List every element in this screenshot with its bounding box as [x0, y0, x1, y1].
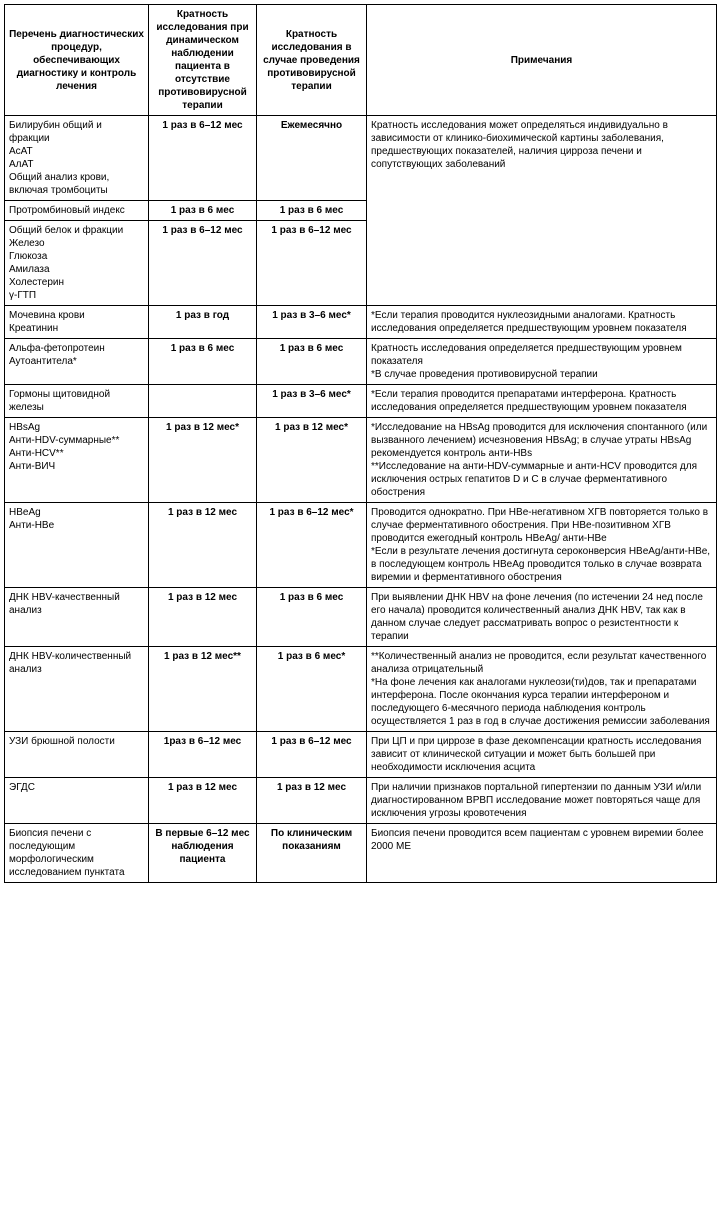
cell-notes: При ЦП и при циррозе в фазе декомпенсаци…: [367, 732, 717, 778]
cell-procedure: Протромбиновый индекс: [5, 201, 149, 221]
cell-freq-therapy: 1 раз в 6 мес: [257, 201, 367, 221]
cell-procedure: HBsAg Анти-HDV-суммарные** Анти-HCV** Ан…: [5, 418, 149, 503]
header-no-therapy: Кратность исследования при динамическом …: [149, 5, 257, 116]
cell-freq-no-therapy: 1 раз в 12 мес**: [149, 647, 257, 732]
cell-notes: При наличии признаков портальной гиперте…: [367, 778, 717, 824]
cell-freq-no-therapy: 1 раз в 12 мес*: [149, 418, 257, 503]
cell-procedure: ДНК HBV-количественный анализ: [5, 647, 149, 732]
cell-notes: Кратность исследования может определятьс…: [367, 116, 717, 306]
table-row: Билирубин общий и фракции АсАТ АлАТ Общи…: [5, 116, 717, 201]
cell-freq-no-therapy: [149, 385, 257, 418]
cell-freq-no-therapy: 1 раз в 6–12 мес: [149, 221, 257, 306]
cell-freq-therapy: 1 раз в 12 мес: [257, 778, 367, 824]
table-row: HBsAg Анти-HDV-суммарные** Анти-HCV** Ан…: [5, 418, 717, 503]
cell-freq-no-therapy: 1 раз в 12 мес: [149, 588, 257, 647]
cell-procedure: ДНК HBV-качественный анализ: [5, 588, 149, 647]
cell-notes: Кратность исследования определяется пред…: [367, 339, 717, 385]
cell-notes: Проводится однократно. При HBe-негативно…: [367, 503, 717, 588]
cell-notes: **Количественный анализ не проводится, е…: [367, 647, 717, 732]
cell-freq-therapy: 1 раз в 6–12 мес: [257, 732, 367, 778]
cell-notes: *Если терапия проводится препаратами инт…: [367, 385, 717, 418]
cell-freq-no-therapy: 1 раз в год: [149, 306, 257, 339]
cell-freq-no-therapy: 1 раз в 6 мес: [149, 339, 257, 385]
cell-freq-therapy: 1 раз в 6 мес: [257, 588, 367, 647]
cell-freq-no-therapy: В первые 6–12 мес наблюдения пациента: [149, 824, 257, 883]
cell-freq-therapy: 1 раз в 6 мес: [257, 339, 367, 385]
table-row: ДНК HBV-качественный анализ1 раз в 12 ме…: [5, 588, 717, 647]
cell-procedure: УЗИ брюшной полости: [5, 732, 149, 778]
cell-freq-no-therapy: 1 раз в 12 мес: [149, 778, 257, 824]
cell-procedure: ЭГДС: [5, 778, 149, 824]
header-notes: Примечания: [367, 5, 717, 116]
cell-freq-therapy: Ежемесячно: [257, 116, 367, 201]
cell-notes: При выявлении ДНК HBV на фоне лечения (п…: [367, 588, 717, 647]
cell-freq-therapy: 1 раз в 6 мес*: [257, 647, 367, 732]
table-row: УЗИ брюшной полости1раз в 6–12 мес1 раз …: [5, 732, 717, 778]
table-row: HBeAg Анти-HBe1 раз в 12 мес1 раз в 6–12…: [5, 503, 717, 588]
cell-freq-therapy: 1 раз в 3–6 мес*: [257, 385, 367, 418]
cell-procedure: Альфа-фетопротеин Аутоантитела*: [5, 339, 149, 385]
table-row: Альфа-фетопротеин Аутоантитела*1 раз в 6…: [5, 339, 717, 385]
cell-procedure: Биопсия печени с последующим морфологиче…: [5, 824, 149, 883]
table-row: ЭГДС1 раз в 12 мес1 раз в 12 месПри нали…: [5, 778, 717, 824]
cell-notes: *Исследование на HBsAg проводится для ис…: [367, 418, 717, 503]
cell-freq-therapy: 1 раз в 3–6 мес*: [257, 306, 367, 339]
cell-procedure: HBeAg Анти-HBe: [5, 503, 149, 588]
cell-freq-therapy: 1 раз в 6–12 мес*: [257, 503, 367, 588]
cell-freq-therapy: 1 раз в 12 мес*: [257, 418, 367, 503]
diagnostic-table: Перечень диагностических процедур, обесп…: [4, 4, 717, 883]
cell-freq-therapy: 1 раз в 6–12 мес: [257, 221, 367, 306]
cell-procedure: Мочевина крови Креатинин: [5, 306, 149, 339]
table-row: Мочевина крови Креатинин1 раз в год1 раз…: [5, 306, 717, 339]
table-row: Гормоны щитовидной железы 1 раз в 3–6 мес…: [5, 385, 717, 418]
cell-procedure: Билирубин общий и фракции АсАТ АлАТ Общи…: [5, 116, 149, 201]
header-procedures: Перечень диагностических процедур, обесп…: [5, 5, 149, 116]
header-row: Перечень диагностических процедур, обесп…: [5, 5, 717, 116]
cell-notes: Биопсия печени проводится всем пациентам…: [367, 824, 717, 883]
cell-notes: *Если терапия проводится нуклеозидными а…: [367, 306, 717, 339]
cell-freq-no-therapy: 1 раз в 12 мес: [149, 503, 257, 588]
cell-procedure: Гормоны щитовидной железы: [5, 385, 149, 418]
header-with-therapy: Кратность исследования в случае проведен…: [257, 5, 367, 116]
cell-freq-no-therapy: 1 раз в 6 мес: [149, 201, 257, 221]
cell-freq-therapy: По клиническим показаниям: [257, 824, 367, 883]
cell-freq-no-therapy: 1 раз в 6–12 мес: [149, 116, 257, 201]
table-row: ДНК HBV-количественный анализ1 раз в 12 …: [5, 647, 717, 732]
cell-freq-no-therapy: 1раз в 6–12 мес: [149, 732, 257, 778]
table-row: Биопсия печени с последующим морфологиче…: [5, 824, 717, 883]
cell-procedure: Общий белок и фракции Железо Глюкоза Ами…: [5, 221, 149, 306]
